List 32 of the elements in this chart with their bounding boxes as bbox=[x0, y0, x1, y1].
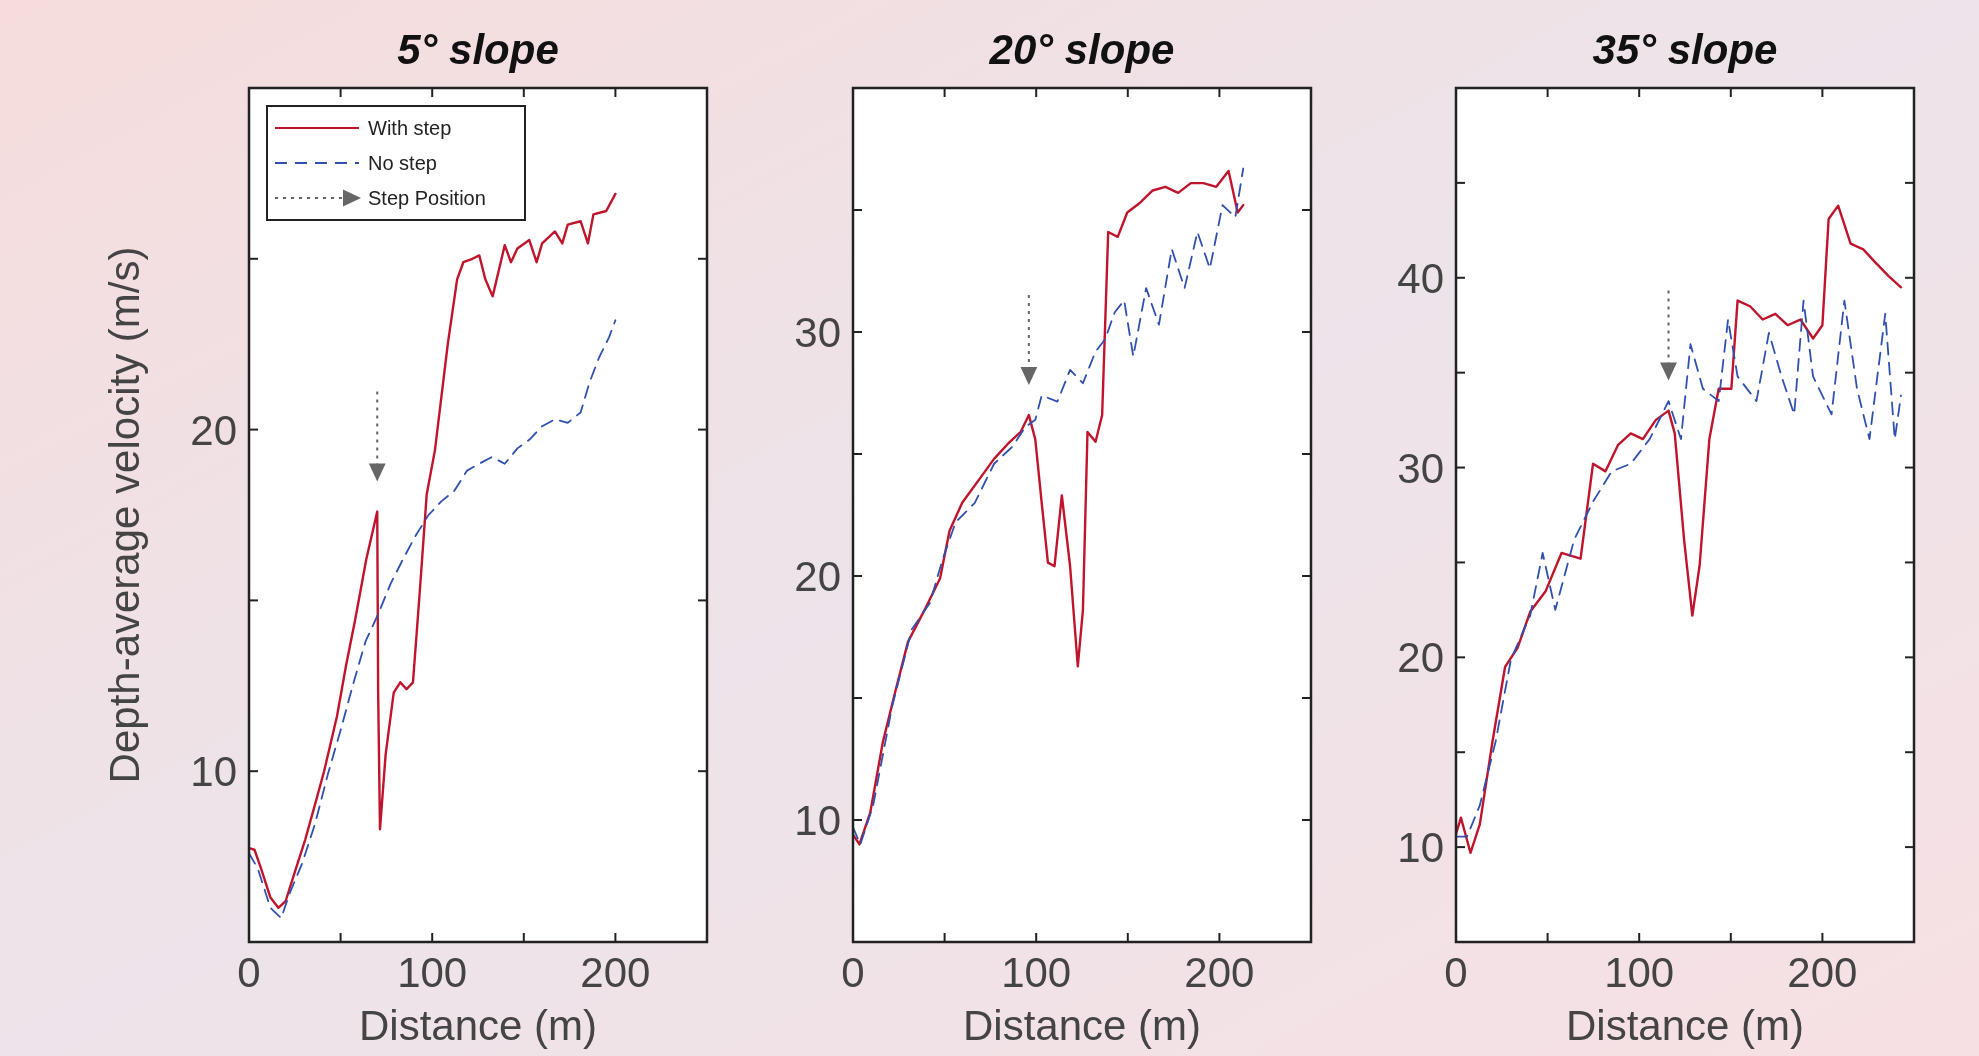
x-tick-label: 100 bbox=[1604, 949, 1675, 996]
x-tick-label: 100 bbox=[397, 949, 468, 996]
annotation: Step Position bbox=[368, 187, 486, 209]
y-axis-title: Depth-average velocity (m/s) bbox=[101, 246, 148, 784]
y-tick-label: 40 bbox=[1397, 254, 1444, 302]
x-axis-title: Distance (m) bbox=[962, 1002, 1202, 1049]
x-tick-label: 200 bbox=[1787, 949, 1858, 996]
x-tick-label: 200 bbox=[580, 949, 651, 996]
x-axis-title: Distance (m) bbox=[1565, 1002, 1805, 1049]
chart-title: 20° slope bbox=[988, 26, 1175, 73]
chart-title: 5° slope bbox=[397, 26, 559, 73]
legend-label: No step bbox=[368, 152, 437, 174]
line-series bbox=[249, 319, 617, 919]
y-tick-label: 10 bbox=[1397, 824, 1444, 872]
line-series bbox=[1456, 299, 1902, 838]
y-tick-label: 30 bbox=[794, 309, 841, 356]
y-tick-label: 20 bbox=[1397, 634, 1444, 682]
x-tick-label: 0 bbox=[1444, 949, 1468, 996]
y-tick-label: 10 bbox=[794, 797, 841, 844]
y-tick-label: 10 bbox=[190, 748, 237, 796]
x-axis-title: Distance (m) bbox=[358, 1002, 598, 1049]
line-series bbox=[1456, 204, 1903, 854]
y-tick-label: 20 bbox=[190, 406, 237, 454]
x-tick-label: 0 bbox=[237, 949, 261, 996]
line-series bbox=[249, 192, 617, 910]
legend-label: With step bbox=[368, 117, 452, 139]
x-tick-label: 100 bbox=[1001, 949, 1072, 996]
y-tick-label: 30 bbox=[1397, 444, 1444, 492]
x-tick-label: 0 bbox=[841, 949, 865, 996]
y-tick-label: 20 bbox=[794, 553, 841, 600]
x-tick-label: 200 bbox=[1184, 949, 1255, 996]
chart-title: 35° slope bbox=[1592, 26, 1778, 73]
